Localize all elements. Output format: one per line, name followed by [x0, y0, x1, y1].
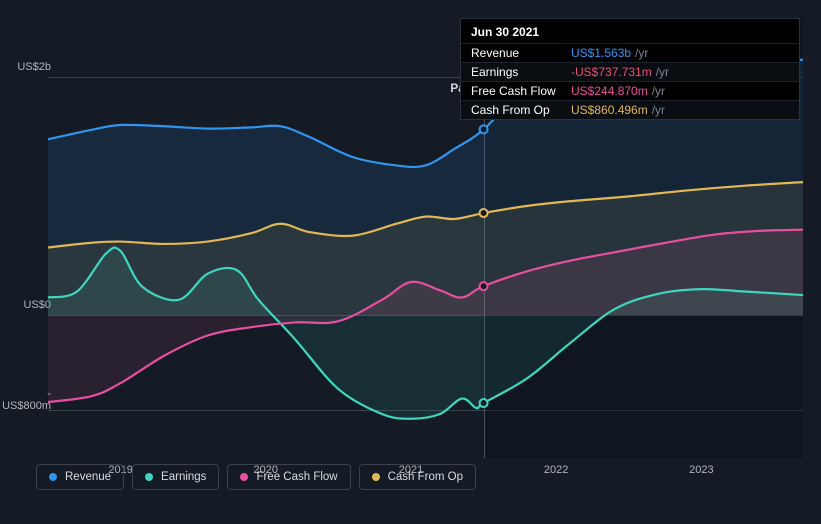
tooltip-row-unit: /yr [656, 65, 669, 79]
series-marker-fcf [480, 282, 488, 290]
series-marker-cfo [480, 209, 488, 217]
tooltip-row: Earnings-US$737.731m/yr [461, 62, 799, 81]
legend-label: Cash From Op [388, 471, 463, 483]
x-axis-label: 2022 [544, 464, 568, 476]
y-axis-label: US$0 [1, 299, 51, 311]
legend-dot-icon [240, 473, 248, 481]
tooltip-row: Free Cash FlowUS$244.870m/yr [461, 81, 799, 100]
legend-item-earnings[interactable]: Earnings [132, 464, 219, 490]
legend-dot-icon [145, 473, 153, 481]
tooltip-row-label: Cash From Op [471, 103, 571, 117]
legend-item-fcf[interactable]: Free Cash Flow [227, 464, 350, 490]
legend-label: Free Cash Flow [256, 471, 337, 483]
legend-label: Revenue [65, 471, 111, 483]
series-marker-revenue [480, 125, 488, 133]
tooltip-row-unit: /yr [652, 84, 665, 98]
tooltip-row: RevenueUS$1.563b/yr [461, 43, 799, 62]
legend-dot-icon [372, 473, 380, 481]
legend-item-revenue[interactable]: Revenue [36, 464, 124, 490]
tooltip-row-label: Earnings [471, 65, 571, 79]
tooltip-row-unit: /yr [652, 103, 665, 117]
y-axis-label: -US$800m [1, 388, 51, 412]
tooltip-row: Cash From OpUS$860.496m/yr [461, 100, 799, 119]
series-marker-earnings [480, 399, 488, 407]
tooltip-row-value: US$244.870m [571, 84, 648, 98]
tooltip-row-label: Free Cash Flow [471, 84, 571, 98]
y-axis-label: US$2b [1, 61, 51, 73]
financials-chart: -US$800mUS$0US$2b20192020202120222023Pas… [18, 18, 803, 506]
tooltip-row-value: US$1.563b [571, 46, 631, 60]
chart-legend: Revenue Earnings Free Cash Flow Cash From O… [36, 464, 476, 490]
tooltip-row-value: -US$737.731m [571, 65, 652, 79]
tooltip-date: Jun 30 2021 [461, 19, 799, 43]
legend-dot-icon [49, 473, 57, 481]
legend-label: Earnings [161, 471, 206, 483]
chart-tooltip: Jun 30 2021 RevenueUS$1.563b/yrEarnings-… [460, 18, 800, 120]
x-axis-label: 2023 [689, 464, 713, 476]
legend-item-cfo[interactable]: Cash From Op [359, 464, 476, 490]
tooltip-row-label: Revenue [471, 46, 571, 60]
tooltip-row-value: US$860.496m [571, 103, 648, 117]
tooltip-row-unit: /yr [635, 46, 648, 60]
